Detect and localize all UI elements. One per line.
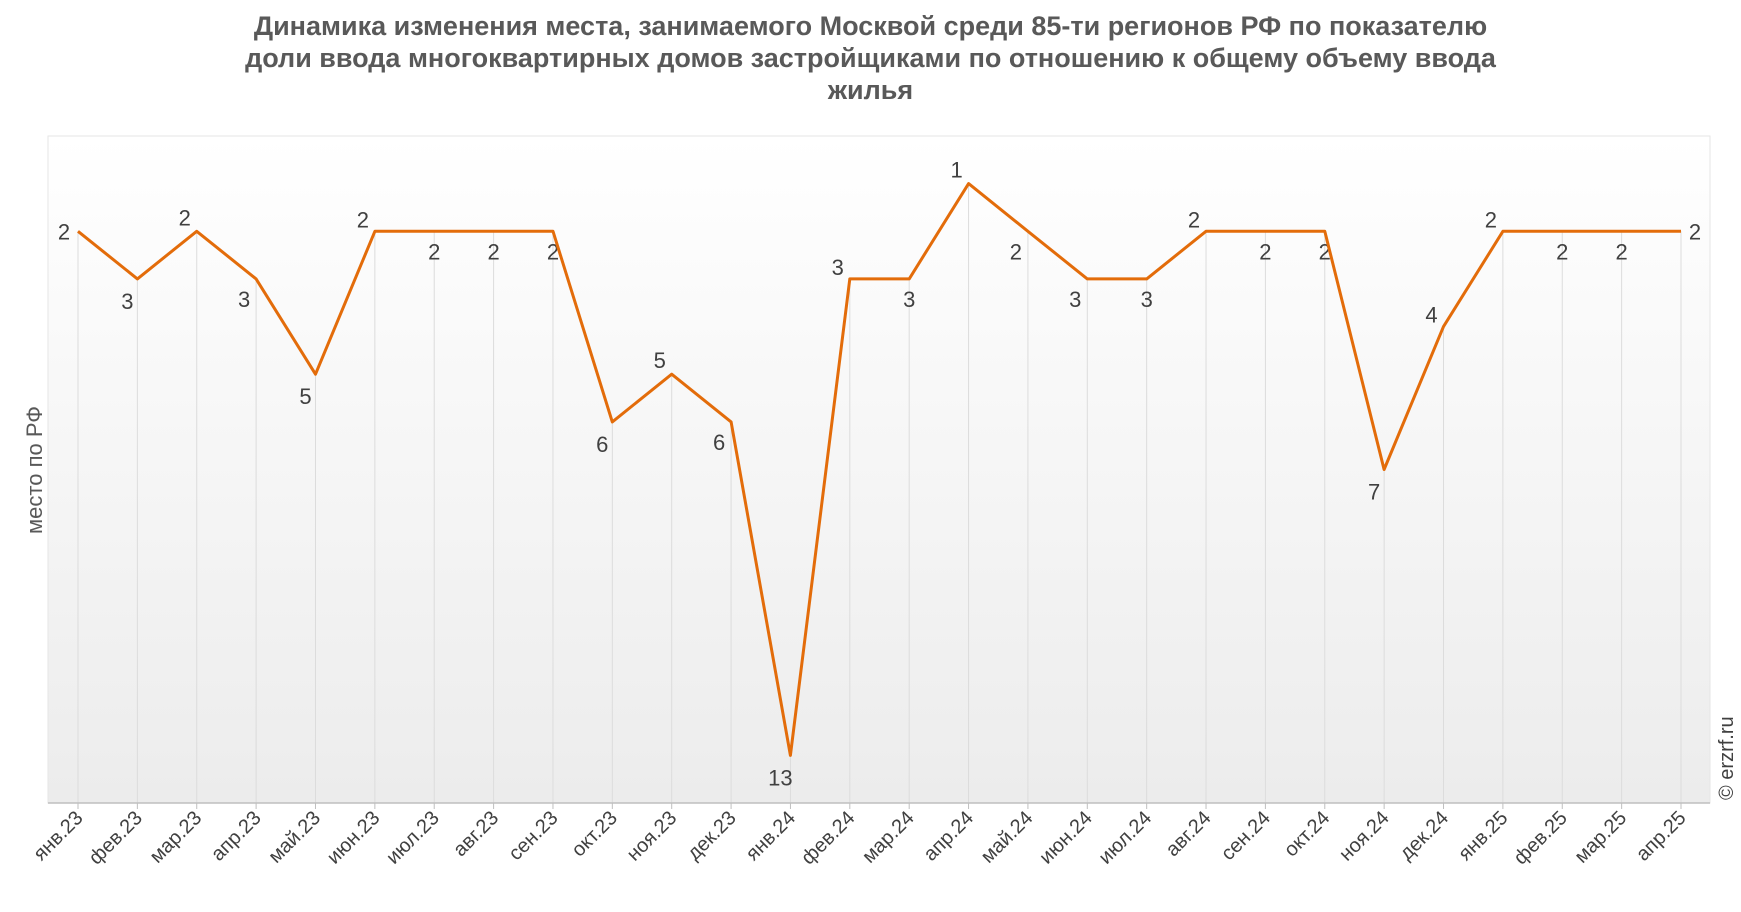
data-label-6: 2 (428, 239, 440, 264)
data-label-10: 5 (654, 348, 666, 373)
data-label-11: 6 (713, 430, 725, 455)
x-tick-label-25: фев.25 (1510, 807, 1572, 869)
x-tick-label-3: апр.23 (207, 807, 266, 866)
x-tick-label-11: дек.23 (683, 807, 741, 865)
y-axis-label: место по РФ (22, 406, 47, 534)
x-tick-label-4: май.23 (264, 807, 325, 868)
x-tick-label-7: авг.23 (449, 807, 503, 861)
x-tick-label-8: сен.23 (505, 807, 563, 865)
x-tick-label-6: июл.23 (382, 807, 444, 869)
data-label-15: 1 (950, 158, 962, 183)
data-label-4: 5 (299, 384, 311, 409)
chart-title-line-3: жилья (827, 75, 914, 105)
x-tick-label-21: окт.24 (1280, 807, 1334, 861)
chart-title: Динамика изменения места, занимаемого Мо… (0, 10, 1741, 106)
data-label-14: 3 (903, 287, 915, 312)
x-tick-label-26: мар.25 (1570, 807, 1631, 868)
x-tick-label-13: фев.24 (797, 807, 859, 869)
chart-title-line-1: Динамика изменения места, занимаемого Мо… (253, 11, 1488, 41)
data-label-19: 2 (1188, 207, 1200, 232)
data-label-18: 3 (1141, 287, 1153, 312)
x-tick-label-2: мар.23 (146, 807, 207, 868)
x-tick-label-19: авг.24 (1162, 807, 1216, 861)
x-tick-label-23: дек.24 (1396, 807, 1454, 865)
copyright-text: © erzrf.ru (1716, 716, 1738, 800)
data-label-25: 2 (1556, 239, 1568, 264)
x-tick-label-15: апр.24 (919, 807, 978, 866)
data-label-27: 2 (1689, 219, 1701, 244)
chart-title-line-2: доли ввода многоквартирных домов застрой… (245, 43, 1496, 73)
data-label-0: 2 (58, 219, 70, 244)
data-label-2: 2 (179, 205, 191, 230)
data-label-22: 7 (1368, 480, 1380, 505)
x-tick-label-24: янв.25 (1454, 807, 1512, 865)
x-tick-label-0: янв.23 (29, 807, 87, 865)
data-label-12: 13 (768, 765, 792, 790)
x-tick-label-16: май.24 (977, 807, 1038, 868)
data-label-1: 3 (121, 289, 133, 314)
data-label-24: 2 (1485, 207, 1497, 232)
data-label-16: 2 (1010, 239, 1022, 264)
x-tick-label-20: сен.24 (1217, 807, 1275, 865)
data-label-5: 2 (357, 207, 369, 232)
x-tick-label-22: ноя.24 (1335, 807, 1394, 866)
x-tick-label-17: июн.24 (1035, 807, 1097, 869)
x-tick-label-10: ноя.23 (623, 807, 682, 866)
x-tick-label-9: окт.23 (568, 807, 622, 861)
x-tick-label-14: мар.24 (858, 807, 919, 868)
x-tick-label-12: янв.24 (742, 807, 800, 865)
data-label-20: 2 (1259, 239, 1271, 264)
x-tick-label-18: июл.24 (1095, 807, 1157, 869)
data-label-9: 6 (596, 432, 608, 457)
plot-area (47, 135, 1711, 804)
series-line (77, 182, 1681, 757)
data-label-13: 3 (832, 255, 844, 280)
x-tick-label-5: июн.23 (323, 807, 385, 869)
data-label-3: 3 (238, 287, 250, 312)
data-label-23: 4 (1425, 303, 1437, 328)
x-tick-label-27: апр.25 (1632, 807, 1691, 866)
data-label-7: 2 (487, 239, 499, 264)
data-label-17: 3 (1069, 287, 1081, 312)
x-tick-label-1: фев.23 (85, 807, 147, 869)
data-label-26: 2 (1615, 239, 1627, 264)
